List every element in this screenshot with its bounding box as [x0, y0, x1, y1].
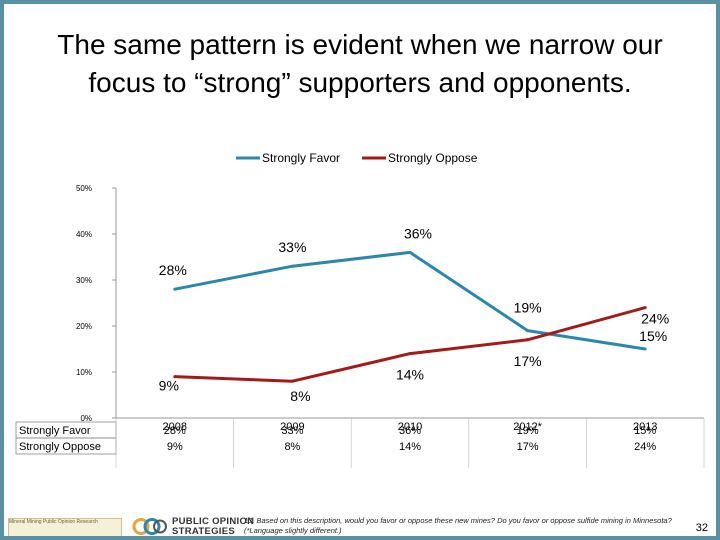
- slide-title: The same pattern is evident when we narr…: [4, 26, 716, 102]
- table-cell: 24%: [634, 441, 656, 453]
- x-tick-label: 2013: [633, 421, 657, 433]
- data-point: [526, 338, 530, 342]
- data-label: 9%: [159, 378, 179, 394]
- data-point: [643, 347, 647, 351]
- data-label: 15%: [639, 328, 667, 344]
- data-label: 17%: [514, 353, 542, 369]
- data-point: [290, 264, 294, 268]
- y-tick-label: 0%: [80, 414, 92, 423]
- data-point: [290, 379, 294, 383]
- table-cell: 28%: [164, 425, 186, 437]
- table-cell: 9%: [167, 441, 183, 453]
- pos-logo-line-2: STRATEGIES: [172, 526, 235, 537]
- page-number: 32: [695, 522, 708, 534]
- table-cell: 19%: [517, 425, 539, 437]
- y-tick-label: 40%: [76, 230, 92, 239]
- table-cell: 33%: [281, 425, 303, 437]
- data-label: 14%: [396, 367, 424, 383]
- y-tick-label: 30%: [76, 276, 92, 285]
- x-tick-label: 2010: [398, 421, 422, 433]
- data-point: [173, 287, 177, 291]
- table-cell: 15%: [634, 425, 656, 437]
- data-label: 24%: [641, 311, 669, 327]
- slide: The same pattern is evident when we narr…: [4, 4, 716, 536]
- data-label: 8%: [290, 388, 310, 404]
- table-cell: 8%: [284, 441, 300, 453]
- table-row-label: Strongly Oppose: [19, 441, 101, 453]
- sponsor-logo: Mineral Mining Public Opinion Research: [8, 518, 122, 536]
- table-cell: 36%: [399, 425, 421, 437]
- pos-logo-text: PUBLIC OPINION STRATEGIES: [172, 516, 255, 537]
- data-point: [526, 329, 530, 333]
- table-cell: 14%: [399, 441, 421, 453]
- data-point: [408, 352, 412, 356]
- pos-logo-icon: [132, 518, 167, 535]
- y-tick-label: 10%: [76, 368, 92, 377]
- legend-label: Strongly Oppose: [388, 151, 478, 165]
- data-point: [643, 306, 647, 310]
- data-label: 28%: [159, 262, 187, 278]
- legend-label: Strongly Favor: [262, 151, 340, 165]
- table-cell: 17%: [517, 441, 539, 453]
- table-row-label: Strongly Favor: [19, 425, 91, 437]
- x-tick-label: 2012*: [513, 421, 542, 433]
- y-tick-label: 50%: [76, 184, 92, 193]
- title-line-1: The same pattern is evident when we narr…: [57, 29, 663, 60]
- x-tick-label: 2008: [163, 421, 187, 433]
- x-tick-label: 2009: [280, 421, 304, 433]
- series-line-strongly-favor: [174, 250, 646, 351]
- data-label: 36%: [404, 225, 432, 241]
- data-label: 33%: [278, 239, 306, 255]
- footnote: 13. Based on this description, would you…: [244, 516, 672, 535]
- data-point: [173, 375, 177, 379]
- data-point: [408, 250, 412, 254]
- data-label: 19%: [514, 300, 542, 316]
- pos-logo-line-1: PUBLIC OPINION: [172, 516, 255, 527]
- sponsor-logo-text: Mineral Mining Public Opinion Research: [9, 519, 98, 525]
- line-chart: 0% 10% 20% 30% 40% 50% Strongly Favor Strongly …: [15, 151, 705, 468]
- title-line-2: focus to “strong” supporters and opponen…: [88, 67, 632, 98]
- y-tick-label: 20%: [76, 322, 92, 331]
